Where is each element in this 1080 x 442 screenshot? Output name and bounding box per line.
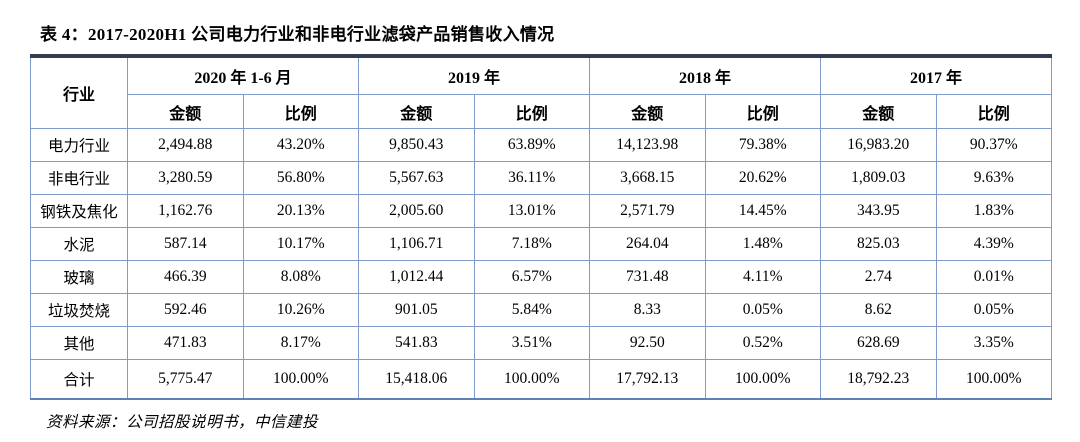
table-cell: 2,005.60 bbox=[358, 194, 475, 228]
table-cell: 92.50 bbox=[589, 326, 706, 360]
table-row: 水泥 587.14 10.17% 1,106.71 7.18% 264.04 1… bbox=[30, 227, 1052, 261]
table-cell: 1,162.76 bbox=[127, 194, 244, 228]
table-title: 表 4：2017-2020H1 公司电力行业和非电行业滤袋产品销售收入情况 bbox=[40, 25, 555, 44]
table-cell: 8.08% bbox=[242, 260, 359, 294]
table-cell: 5,567.63 bbox=[358, 161, 475, 195]
table-cell: 4.39% bbox=[935, 227, 1052, 261]
data-source-note: 资料来源：公司招股说明书，中信建投 bbox=[46, 414, 319, 431]
table-cell: 9,850.43 bbox=[358, 128, 475, 162]
table-cell: 3.51% bbox=[473, 326, 590, 360]
table-cell: 628.69 bbox=[820, 326, 937, 360]
table-cell: 100.00% bbox=[473, 359, 590, 399]
header-industry: 行业 bbox=[30, 56, 128, 129]
table-cell: 825.03 bbox=[820, 227, 937, 261]
header-period-2017: 2017 年 bbox=[820, 56, 1052, 95]
row-label: 水泥 bbox=[30, 227, 128, 261]
table-cell: 20.13% bbox=[242, 194, 359, 228]
table-cell: 731.48 bbox=[589, 260, 706, 294]
row-label: 非电行业 bbox=[30, 161, 128, 195]
header-period-2020h1: 2020 年 1-6 月 bbox=[127, 56, 359, 95]
row-label: 玻璃 bbox=[30, 260, 128, 294]
header-amount-2018: 金额 bbox=[589, 94, 706, 129]
table-row: 电力行业 2,494.88 43.20% 9,850.43 63.89% 14,… bbox=[30, 128, 1052, 162]
table-cell: 100.00% bbox=[935, 359, 1052, 399]
row-label: 合计 bbox=[30, 359, 128, 399]
table-row: 钢铁及焦化 1,162.76 20.13% 2,005.60 13.01% 2,… bbox=[30, 194, 1052, 228]
table-cell: 1,012.44 bbox=[358, 260, 475, 294]
header-row-metrics: 金额 比例 金额 比例 金额 比例 金额 比例 bbox=[31, 94, 1052, 129]
table-cell: 100.00% bbox=[704, 359, 821, 399]
table-cell: 2.74 bbox=[820, 260, 937, 294]
header-row-periods: 行业 2020 年 1-6 月 2019 年 2018 年 2017 年 bbox=[30, 56, 1052, 129]
row-label: 垃圾焚烧 bbox=[30, 293, 128, 327]
table-cell: 2,571.79 bbox=[589, 194, 706, 228]
table-cell: 466.39 bbox=[127, 260, 244, 294]
table-cell: 1.83% bbox=[935, 194, 1052, 228]
table-row: 其他 471.83 8.17% 541.83 3.51% 92.50 0.52%… bbox=[30, 326, 1052, 360]
table-cell: 14,123.98 bbox=[589, 128, 706, 162]
table-cell: 1,809.03 bbox=[820, 161, 937, 195]
table-cell: 15,418.06 bbox=[358, 359, 475, 399]
header-period-2019: 2019 年 bbox=[358, 56, 590, 95]
table-cell: 18,792.23 bbox=[820, 359, 937, 399]
table-cell: 5.84% bbox=[473, 293, 590, 327]
table-cell: 63.89% bbox=[473, 128, 590, 162]
table-cell: 36.11% bbox=[473, 161, 590, 195]
table-cell: 20.62% bbox=[704, 161, 821, 195]
table-cell: 587.14 bbox=[127, 227, 244, 261]
row-label: 电力行业 bbox=[30, 128, 128, 162]
table-cell: 16,983.20 bbox=[820, 128, 937, 162]
header-period-2018: 2018 年 bbox=[589, 56, 821, 95]
table-row: 玻璃 466.39 8.08% 1,012.44 6.57% 731.48 4.… bbox=[30, 260, 1052, 294]
table-cell: 5,775.47 bbox=[127, 359, 244, 399]
header-ratio-2017: 比例 bbox=[935, 94, 1052, 129]
table-cell: 3.35% bbox=[935, 326, 1052, 360]
table-cell: 1.48% bbox=[704, 227, 821, 261]
table-row-total: 合计 5,775.47 100.00% 15,418.06 100.00% 17… bbox=[30, 359, 1052, 399]
header-amount-2017: 金额 bbox=[820, 94, 937, 129]
table-cell: 43.20% bbox=[242, 128, 359, 162]
table-cell: 10.17% bbox=[242, 227, 359, 261]
table-cell: 0.01% bbox=[935, 260, 1052, 294]
table-cell: 0.05% bbox=[935, 293, 1052, 327]
table-cell: 17,792.13 bbox=[589, 359, 706, 399]
table-cell: 0.05% bbox=[704, 293, 821, 327]
table-cell: 901.05 bbox=[358, 293, 475, 327]
table-row: 非电行业 3,280.59 56.80% 5,567.63 36.11% 3,6… bbox=[30, 161, 1052, 195]
table-cell: 14.45% bbox=[704, 194, 821, 228]
table-cell: 6.57% bbox=[473, 260, 590, 294]
table-cell: 3,668.15 bbox=[589, 161, 706, 195]
header-ratio-2019: 比例 bbox=[473, 94, 590, 129]
table-cell: 343.95 bbox=[820, 194, 937, 228]
table-cell: 7.18% bbox=[473, 227, 590, 261]
row-label: 钢铁及焦化 bbox=[30, 194, 128, 228]
header-ratio-2020h1: 比例 bbox=[242, 94, 359, 129]
table-cell: 8.62 bbox=[820, 293, 937, 327]
table-cell: 0.52% bbox=[704, 326, 821, 360]
table-cell: 8.17% bbox=[242, 326, 359, 360]
row-label: 其他 bbox=[30, 326, 128, 360]
table-cell: 541.83 bbox=[358, 326, 475, 360]
table-cell: 1,106.71 bbox=[358, 227, 475, 261]
table-cell: 471.83 bbox=[127, 326, 244, 360]
table-cell: 9.63% bbox=[935, 161, 1052, 195]
table-cell: 90.37% bbox=[935, 128, 1052, 162]
header-amount-2019: 金额 bbox=[358, 94, 475, 129]
table-row: 垃圾焚烧 592.46 10.26% 901.05 5.84% 8.33 0.0… bbox=[30, 293, 1052, 327]
table-cell: 264.04 bbox=[589, 227, 706, 261]
header-amount-2020h1: 金额 bbox=[127, 94, 244, 129]
header-ratio-2018: 比例 bbox=[704, 94, 821, 129]
table-cell: 56.80% bbox=[242, 161, 359, 195]
table-cell: 592.46 bbox=[127, 293, 244, 327]
sales-revenue-table: 行业 2020 年 1-6 月 2019 年 2018 年 2017 年 金额 … bbox=[30, 54, 1052, 400]
table-cell: 10.26% bbox=[242, 293, 359, 327]
table-cell: 79.38% bbox=[704, 128, 821, 162]
table-cell: 13.01% bbox=[473, 194, 590, 228]
table-cell: 3,280.59 bbox=[127, 161, 244, 195]
table-cell: 8.33 bbox=[589, 293, 706, 327]
table-cell: 100.00% bbox=[242, 359, 359, 399]
table-cell: 4.11% bbox=[704, 260, 821, 294]
table-cell: 2,494.88 bbox=[127, 128, 244, 162]
